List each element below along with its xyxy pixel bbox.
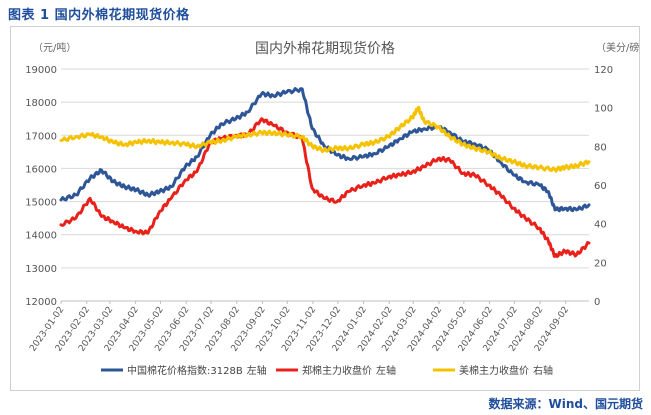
chart-title: 国内外棉花期现货价格 [255,40,395,57]
y-right-tick-label: 60 [594,181,607,192]
y-right-tick-label: 80 [594,142,607,153]
cotton-price-chart: 国内外棉花期现货价格 （元/吨） （美分/磅） 1200013000140001… [25,40,649,377]
y-left-tick-label: 15000 [25,198,57,209]
series-line-2 [59,105,591,173]
legend-axis-label: 左轴 [376,364,396,377]
data-source-note: 数据来源：Wind、国元期货 [488,397,643,411]
chart-frame: 国内外棉花期现货价格 （元/吨） （美分/磅） 1200013000140001… [10,26,649,391]
y-right-tick-label: 120 [594,65,613,76]
y-left-tick-label: 16000 [25,164,57,175]
legend-axis-label: 左轴 [247,364,267,377]
legend-axis-label: 右轴 [533,364,553,377]
gridlines [61,68,589,302]
y-left-tick-label: 19000 [25,65,57,76]
y-left-axis-unit: （元/吨） [33,41,76,54]
y-right-tick-label: 100 [594,104,613,115]
legend-label: 美棉主力收盘价 [459,364,529,377]
y-right-axis-unit: （美分/磅） [596,41,639,54]
figure-caption: 图表 1 国内外棉花期现货价格 [8,8,190,23]
series-line-1 [59,117,591,258]
y-left-tick-label: 12000 [25,297,57,308]
legend-label: 郑棉主力收盘价 [302,364,372,377]
y-left-tick-label: 14000 [25,231,57,242]
axes: 12000 13000 14000 15000 16000 17000 18000 19000… [25,65,613,354]
series-lines [59,87,591,258]
y-right-tick-label: 0 [594,297,600,308]
y-left-tick-label: 13000 [25,264,57,275]
y-left-tick-label: 18000 [25,98,57,109]
legend: 中国棉花价格指数:3128B 左轴 郑棉主力收盘价 左轴 美棉主力收盘价 右轴 [101,364,553,377]
y-right-tick-label: 20 [594,258,607,269]
legend-label: 中国棉花价格指数:3128B [127,364,243,377]
y-left-tick-label: 17000 [25,131,57,142]
y-right-tick-label: 40 [594,220,607,231]
series-line-0 [59,87,591,213]
